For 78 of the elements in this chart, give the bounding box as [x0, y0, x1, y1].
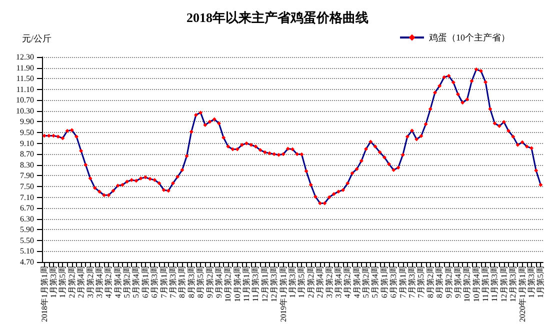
x-tick-label: 4月第2周 [104, 266, 114, 298]
x-tick-label: 6月第1周 [140, 266, 150, 298]
x-tick-label: 8月第1周 [178, 266, 187, 298]
x-tick-label: 9月第4周 [453, 266, 462, 298]
y-tick-label: 9.10 [20, 138, 34, 148]
x-tick-label: 1月第5周 [297, 266, 306, 298]
x-tick-label: 7月第3周 [168, 266, 178, 298]
y-tick-label: 5.90 [20, 225, 34, 234]
y-tick-label: 7.50 [20, 182, 34, 191]
x-tick-label: 7月第1周 [159, 266, 168, 298]
legend-label: 鸡蛋（10个主产省） [428, 32, 510, 42]
x-tick-label: 12月第3周 [270, 266, 279, 302]
x-tick-label: 7月第1周 [398, 266, 408, 298]
x-tick-label: 4月第4周 [352, 266, 362, 298]
x-tick-label: 9月第2周 [205, 266, 214, 298]
x-tick-label: 10月第2周 [224, 266, 233, 302]
y-tick-label: 8.70 [20, 150, 34, 159]
x-tick-label: 5月第2周 [362, 266, 371, 298]
x-tick-label: 1月第5周 [58, 266, 68, 298]
x-tick-label: 1月第3周 [527, 266, 536, 298]
x-tick-label: 8月第2周 [426, 266, 435, 298]
x-tick-label: 6月第1周 [380, 266, 389, 298]
y-tick-label: 6.30 [20, 214, 34, 224]
x-tick-label: 2020年1月第1周 [518, 266, 527, 322]
x-tick-label: 2月第2周 [67, 266, 76, 298]
x-tick-label: 3月第2周 [86, 266, 95, 298]
x-tick-label: 6月第3周 [389, 266, 398, 298]
y-tick-label: 5.10 [20, 246, 34, 256]
y-tick-label: 9.90 [20, 117, 34, 126]
x-tick-label: 9月第2周 [444, 266, 454, 298]
y-tick-label: 10.70 [16, 96, 34, 105]
y-tick-label: 7.90 [20, 171, 34, 180]
y-tick-label: 12.30 [16, 52, 34, 62]
x-tick-label: 12月第1周 [260, 266, 270, 302]
x-tick-label: 7月第3周 [408, 266, 417, 298]
x-tick-label: 4月第4周 [113, 266, 122, 298]
x-tick-label: 10月第4周 [232, 266, 242, 302]
x-tick-label: 2月第4周 [316, 266, 325, 298]
x-tick-label: 8月第5周 [196, 266, 206, 298]
x-tick-label: 7月第5周 [416, 266, 426, 298]
x-tick-label: 2月第2周 [306, 266, 316, 298]
x-tick-label: 10月第2周 [462, 266, 472, 302]
x-tick-label: 2月第4周 [76, 266, 86, 298]
y-tick-label: 11.10 [16, 84, 34, 94]
y-tick-label: 6.70 [20, 204, 34, 213]
x-tick-label: 12月第3周 [508, 266, 518, 302]
y-axis-title: 元/公斤 [22, 34, 52, 44]
y-tick-label: 4.70 [20, 258, 34, 266]
x-tick-label: 1月第5周 [536, 266, 546, 298]
x-tick-label: 5月第4周 [370, 266, 380, 298]
y-tick-label: 5.50 [20, 236, 34, 245]
x-tick-label: 8月第3周 [186, 266, 196, 298]
x-tick-label: 2019年1月第1周 [278, 266, 288, 322]
y-tick-label: 11.50 [16, 74, 34, 84]
y-tick-label: 9.50 [20, 128, 34, 138]
x-tick-label: 11月第1周 [242, 266, 252, 302]
x-tick-label: 5月第4周 [132, 266, 141, 298]
x-tick-label: 11月第3周 [490, 266, 500, 302]
x-tick-label: 6月第3周 [150, 266, 160, 298]
x-tick-label: 11月第3周 [251, 266, 260, 302]
chart-title: 2018年以来主产省鸡蛋价格曲线 [186, 10, 368, 25]
x-tick-label: 12月第1周 [499, 266, 508, 302]
x-tick-label: 4月第2周 [343, 266, 352, 298]
x-tick-label: 1月第3周 [288, 266, 297, 298]
x-tick-label: 2018年1月第1周 [40, 266, 49, 322]
y-tick-label: 8.30 [20, 160, 34, 170]
y-tick-label: 10.30 [16, 106, 34, 116]
x-tick-label: 3月第4周 [334, 266, 343, 298]
x-tick-label: 8月第4周 [435, 266, 444, 298]
x-tick-label: 3月第4周 [94, 266, 104, 298]
x-tick-label: 11月第1周 [481, 266, 490, 302]
x-tick-label: 9月第4周 [214, 266, 224, 298]
x-tick-label: 1月第3周 [48, 266, 58, 298]
x-tick-label: 3月第2周 [324, 266, 334, 298]
x-tick-label: 10月第4周 [472, 266, 481, 302]
x-tick-label: 5月第2周 [122, 266, 132, 298]
y-tick-label: 7.10 [20, 192, 34, 202]
y-tick-label: 11.90 [16, 63, 34, 72]
